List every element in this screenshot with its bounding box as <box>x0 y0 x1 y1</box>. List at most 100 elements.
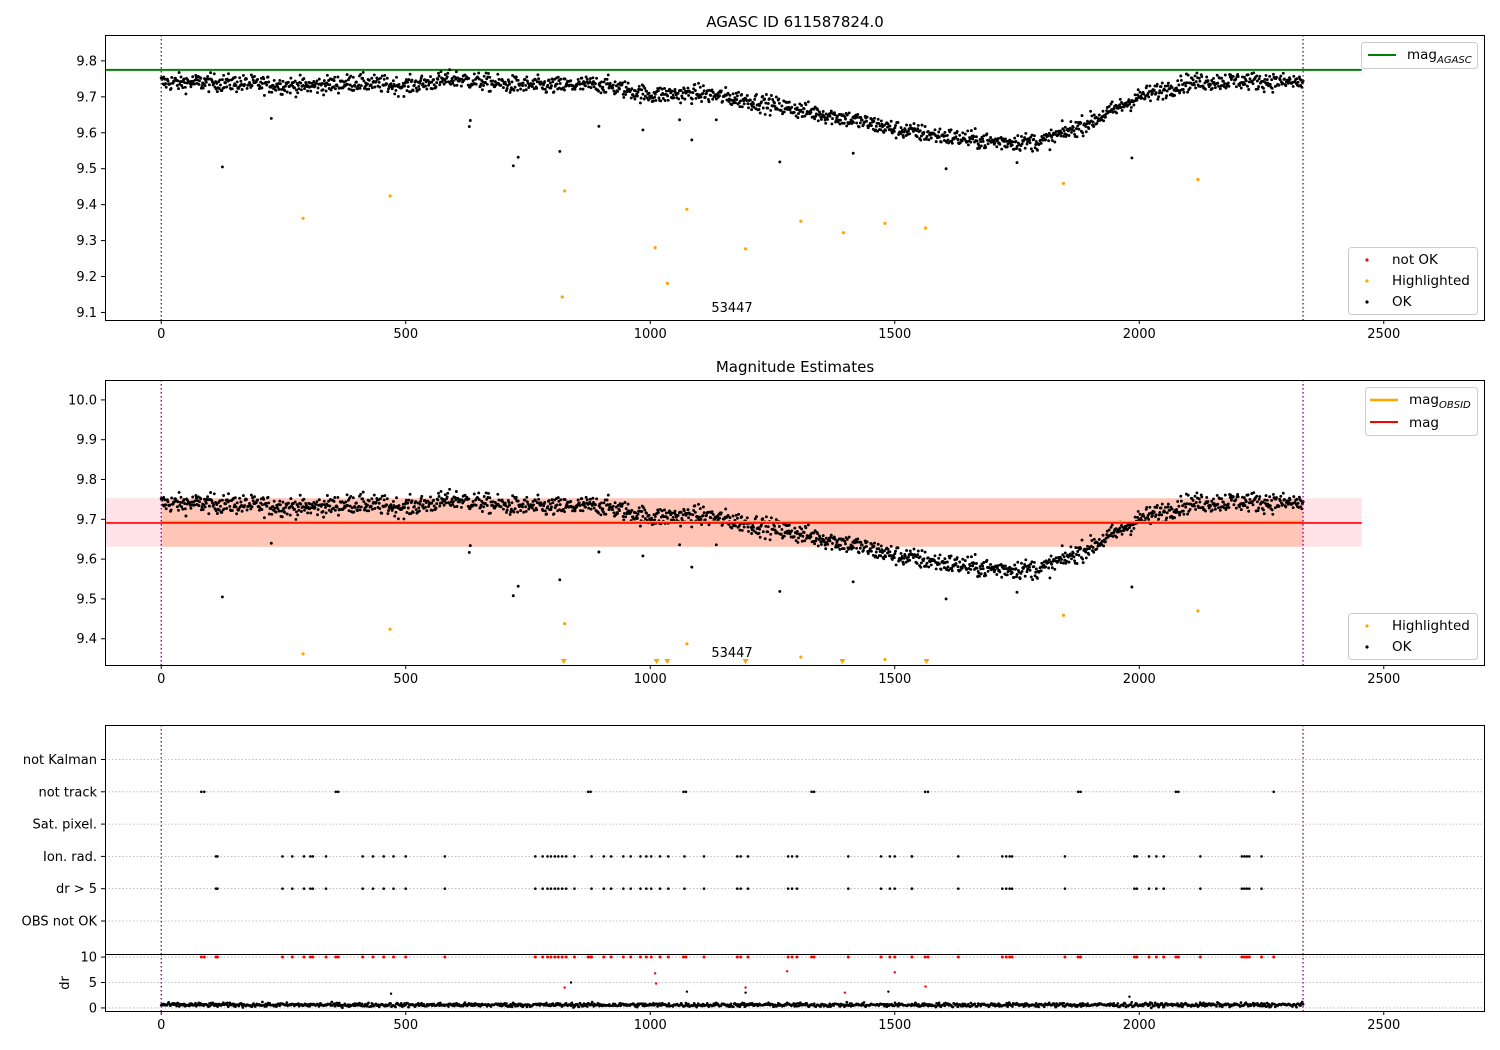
ok-point <box>1197 76 1201 80</box>
ok-point <box>333 508 337 512</box>
ok-point <box>1079 121 1083 125</box>
ok-point <box>418 502 422 506</box>
ok-point <box>354 501 358 505</box>
ok-point <box>1204 509 1207 513</box>
ok-point <box>1101 533 1105 537</box>
ok-point <box>624 515 628 519</box>
ok-point <box>985 132 989 136</box>
ok-point <box>170 75 174 79</box>
ok-point <box>979 567 983 571</box>
ok-point <box>370 507 374 511</box>
ok-point <box>919 138 923 142</box>
ok-point <box>923 125 927 128</box>
ok-point <box>245 508 249 512</box>
ok-point <box>348 504 352 508</box>
flag-point <box>361 887 365 890</box>
ok-point <box>641 92 645 96</box>
ok-point <box>569 79 573 83</box>
highlighted-point <box>883 657 887 662</box>
ok-point <box>681 513 685 517</box>
ok-point <box>426 79 430 82</box>
ok-point <box>426 499 430 503</box>
ok-point <box>1138 512 1142 516</box>
ok-point <box>280 87 284 91</box>
flag-point <box>324 855 328 858</box>
ok-point <box>1200 75 1204 78</box>
ok-point <box>191 495 195 499</box>
ok-point <box>407 498 411 502</box>
ok-point <box>430 80 434 84</box>
ok-point <box>1223 503 1227 507</box>
ok-point <box>1036 576 1039 580</box>
ok-point <box>823 543 827 547</box>
ok-point <box>193 82 197 86</box>
ok-point <box>1166 84 1170 88</box>
ok-point <box>1216 502 1220 506</box>
ok-point <box>417 84 421 88</box>
ok-point <box>181 507 185 511</box>
ok-point <box>726 514 730 517</box>
ok-point <box>1118 97 1122 101</box>
ok-point <box>975 566 979 570</box>
ok-point <box>740 515 744 519</box>
ok-point <box>505 508 509 512</box>
ok-point <box>998 570 1002 574</box>
ok-point <box>790 105 794 109</box>
ok-point <box>842 121 846 125</box>
ok-point <box>757 107 761 111</box>
ok-point <box>1271 512 1275 516</box>
ok-point <box>545 512 549 516</box>
ok-point <box>641 128 645 132</box>
ok-point <box>816 119 820 123</box>
ok-point <box>1044 138 1048 142</box>
ok-point <box>451 502 455 506</box>
ok-point <box>949 554 953 558</box>
highlighted-point <box>685 207 689 211</box>
magnitude-ytick-label: 9.9 <box>76 433 97 448</box>
ok-point <box>1173 93 1177 97</box>
ok-point <box>249 73 253 77</box>
ok-point <box>602 80 606 84</box>
flag-point <box>1243 887 1246 890</box>
ok-point <box>293 507 297 511</box>
dr-point <box>510 1005 514 1009</box>
ok-point <box>690 565 694 569</box>
ok-point <box>436 77 440 81</box>
ok-point <box>894 136 898 140</box>
ok-point <box>718 94 721 98</box>
flag-point <box>392 855 395 858</box>
ok-point <box>613 501 617 505</box>
ok-point <box>776 531 779 535</box>
ok-point <box>739 99 742 103</box>
ok-point <box>1133 93 1137 97</box>
legend-marker-ok-2 <box>1365 645 1369 649</box>
ok-point <box>857 551 861 555</box>
ok-point <box>532 503 536 507</box>
ok-point <box>261 82 264 85</box>
ok-point <box>842 547 846 551</box>
ok-point <box>485 82 489 86</box>
ok-point <box>356 509 360 512</box>
ok-point <box>683 97 687 101</box>
ok-point <box>1257 77 1261 81</box>
ok-point <box>621 515 625 518</box>
ok-point <box>379 76 382 80</box>
ok-point <box>545 90 549 94</box>
ok-point <box>664 89 668 93</box>
ok-point <box>579 87 582 91</box>
ok-point <box>561 86 565 90</box>
ok-point <box>198 79 201 83</box>
ok-point <box>823 118 827 122</box>
ok-point <box>573 509 577 513</box>
ok-point <box>937 130 941 134</box>
ok-point <box>201 508 205 511</box>
agasc-ytick-label: 9.3 <box>76 234 97 249</box>
ok-point <box>1080 538 1084 542</box>
ok-point <box>265 504 269 508</box>
ok-point <box>647 98 650 102</box>
ok-point <box>511 594 515 598</box>
ok-point <box>336 495 340 499</box>
ok-point <box>869 124 873 128</box>
ok-point <box>504 510 508 514</box>
